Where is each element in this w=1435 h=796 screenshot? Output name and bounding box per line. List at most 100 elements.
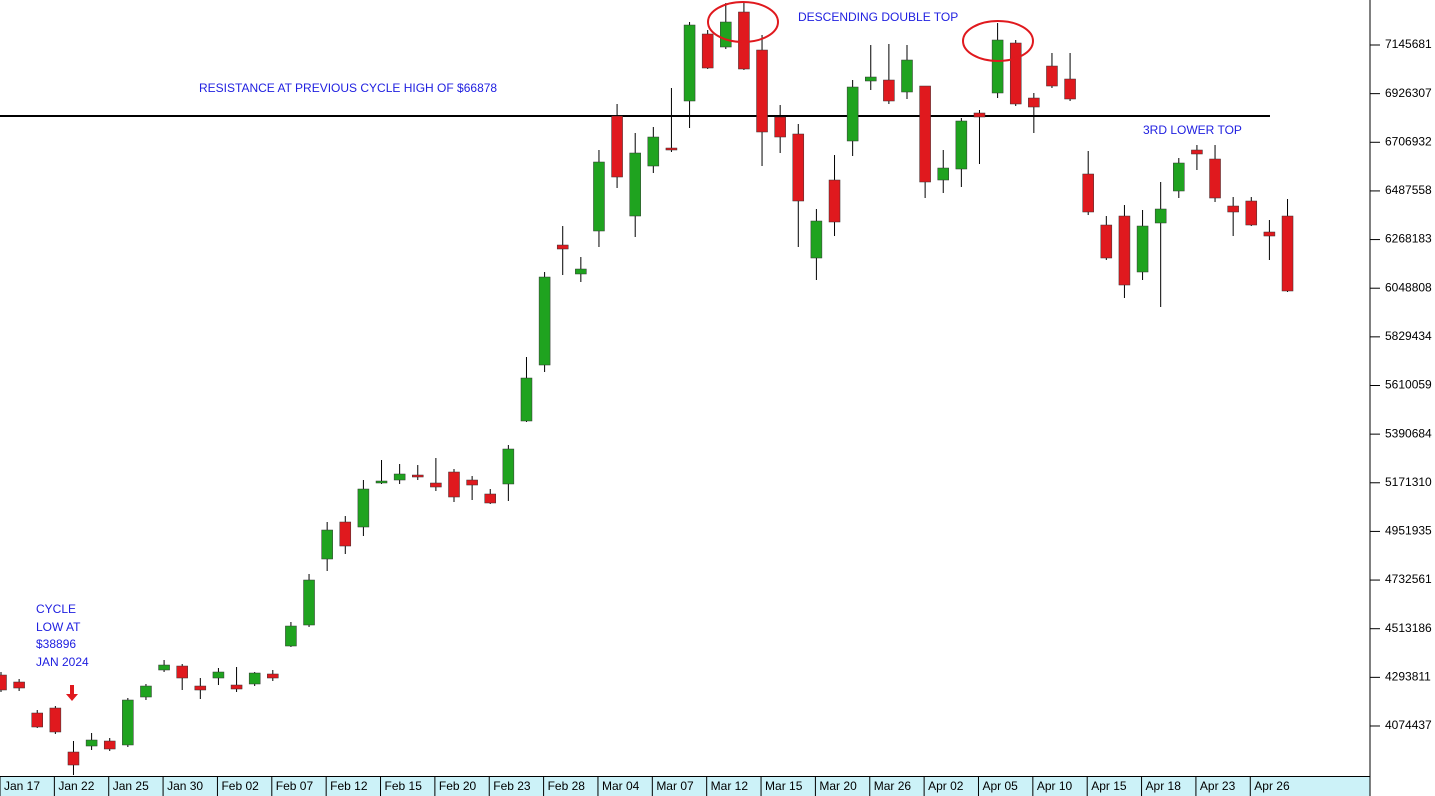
y-tick-label: 4951935 <box>1385 524 1432 538</box>
candle-body <box>484 493 496 504</box>
candle-body <box>466 479 478 486</box>
candle-body <box>1064 78 1076 100</box>
candle-body <box>502 448 515 485</box>
candle-body <box>1028 97 1040 108</box>
x-tick-label: Jan 22 <box>58 779 94 793</box>
candle-body <box>520 377 533 422</box>
candle-body <box>1136 225 1149 273</box>
y-tick-label: 4513186 <box>1385 621 1432 635</box>
y-tick-label: 5829434 <box>1385 329 1432 343</box>
candle-body <box>430 482 442 488</box>
y-tick-label: 4074437 <box>1385 718 1432 732</box>
annotation: RESISTANCE AT PREVIOUS CYCLE HIGH OF $66… <box>199 81 497 95</box>
annotation: $38896 <box>36 637 76 651</box>
candle-body <box>31 712 43 728</box>
candle-body <box>593 161 605 232</box>
candle-body <box>176 665 188 679</box>
candle-body <box>774 116 786 138</box>
candle-body <box>1227 205 1239 213</box>
candle-body <box>1009 42 1022 105</box>
x-tick-label: Mar 15 <box>765 779 803 793</box>
candle-body <box>720 21 732 48</box>
candle-body <box>556 244 569 250</box>
candle-body <box>756 49 768 133</box>
candle-body <box>1046 65 1058 87</box>
candle-body <box>629 152 641 217</box>
x-tick-label: Feb 23 <box>493 779 531 793</box>
candle-body <box>1191 149 1203 155</box>
candle-body <box>393 473 406 481</box>
annotation: LOW AT <box>36 620 81 634</box>
candle-body <box>13 681 25 689</box>
highlight-circle <box>962 20 1034 62</box>
annotation: 3RD LOWER TOP <box>1143 123 1242 137</box>
candle-body <box>1281 215 1294 292</box>
candle-body <box>846 86 859 142</box>
candle-body <box>285 625 297 647</box>
candle-body <box>357 488 370 528</box>
x-tick-label: Feb 15 <box>385 779 423 793</box>
candle-body <box>412 474 424 478</box>
x-tick-label: Feb 12 <box>330 779 368 793</box>
candle-body <box>683 24 696 102</box>
y-tick-label: 6048808 <box>1385 280 1432 294</box>
candle-body <box>1209 158 1221 199</box>
candle-body <box>140 685 152 698</box>
candle-body <box>230 684 243 690</box>
candle-body <box>792 133 805 202</box>
candle-body <box>267 673 279 679</box>
candle-body <box>448 471 460 498</box>
x-tick-label: Mar 07 <box>656 779 694 793</box>
candle-body <box>85 739 98 747</box>
x-tick-label: Jan 25 <box>113 779 149 793</box>
candle-body <box>122 699 134 746</box>
candle-body <box>883 79 895 102</box>
x-tick-label: Mar 04 <box>602 779 640 793</box>
candle-body <box>1082 173 1094 213</box>
x-tick-label: Apr 18 <box>1146 779 1182 793</box>
candle-body <box>248 672 261 685</box>
x-tick-label: Apr 15 <box>1091 779 1127 793</box>
x-tick-label: Apr 10 <box>1037 779 1073 793</box>
candle-body <box>67 751 80 766</box>
x-tick-label: Jan 30 <box>167 779 203 793</box>
candle-body <box>1100 224 1113 259</box>
arrow <box>66 685 78 701</box>
x-tick-label: Apr 26 <box>1254 779 1290 793</box>
candle-body <box>575 268 587 275</box>
annotation: DESCENDING DOUBLE TOP <box>798 10 958 24</box>
candle-body <box>828 179 841 223</box>
candle-body <box>647 136 660 167</box>
y-tick-label: 6487558 <box>1385 183 1432 197</box>
candle-body <box>1154 208 1167 224</box>
candle-body <box>158 664 170 671</box>
y-tick-label: 5610059 <box>1385 378 1432 392</box>
candle-body <box>49 707 62 733</box>
candle-body <box>103 740 116 750</box>
y-tick-label: 5171310 <box>1385 475 1432 489</box>
x-tick-label: Feb 07 <box>276 779 314 793</box>
y-tick-label: 7145681 <box>1385 37 1432 51</box>
x-tick-label: Mar 20 <box>819 779 857 793</box>
candle-body <box>665 147 678 151</box>
candle-body <box>1173 162 1185 192</box>
candle-body <box>973 112 986 118</box>
x-tick-label: Mar 26 <box>874 779 912 793</box>
candle-body <box>937 167 949 181</box>
x-tick-label: Jan 17 <box>4 779 40 793</box>
y-tick-label: 4732561 <box>1385 572 1432 586</box>
candle-body <box>303 579 315 626</box>
x-axis-strip <box>0 777 1370 796</box>
x-tick-label: Feb 20 <box>439 779 477 793</box>
candle-body <box>701 33 714 69</box>
candle-body <box>339 521 352 547</box>
candle-body <box>991 39 1004 94</box>
candle-body <box>738 11 750 70</box>
plot <box>0 3 1294 776</box>
candle-body <box>865 76 877 82</box>
candle-body <box>1263 231 1276 237</box>
annotation: CYCLE <box>36 602 76 616</box>
x-tick-label: Apr 02 <box>928 779 964 793</box>
